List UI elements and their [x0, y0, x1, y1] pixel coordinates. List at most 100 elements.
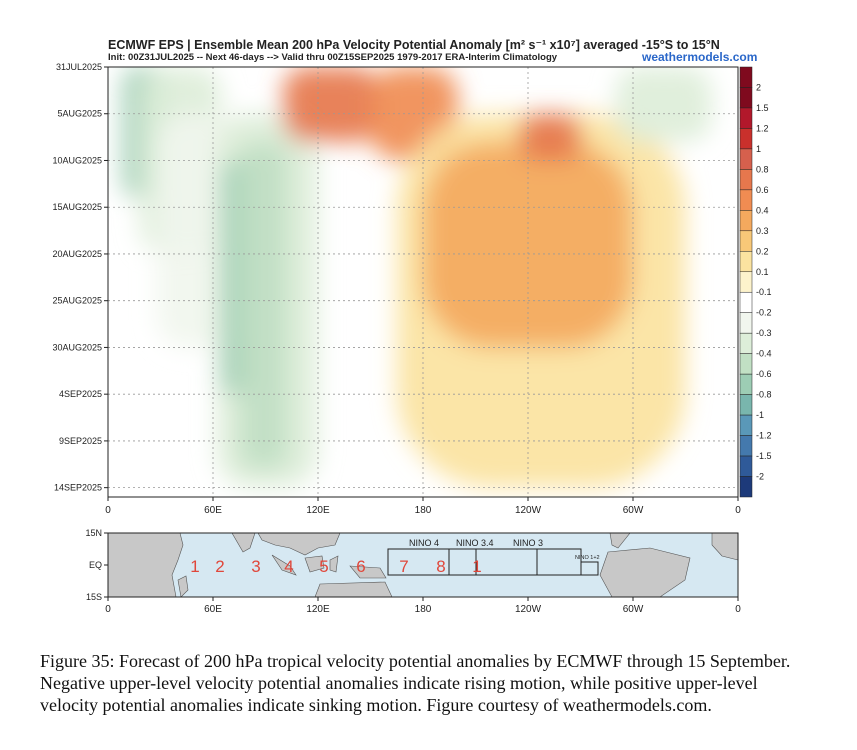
colorbar-label: -1 [756, 410, 764, 420]
colorbar-label: -2 [756, 472, 764, 482]
colorbar: 2 1.5 1.2 1 0.8 0.6 0.4 0.3 0.2 0.1 -0.1 -0.2 -0.3 -0… [739, 66, 772, 498]
y-tick-label: 10AUG2025 [52, 155, 102, 165]
colorbar-segment [739, 148, 753, 170]
nino34-label: NINO 3.4 [456, 538, 494, 548]
colorbar-segment [739, 332, 753, 354]
map-x-tick-label: 120E [306, 604, 330, 615]
colorbar-segment [739, 414, 753, 436]
south-america-landmass [599, 547, 691, 598]
region-number: 2 [215, 557, 224, 576]
nino4-label: NINO 4 [409, 538, 439, 548]
borneo-landmass [304, 555, 325, 573]
chart-subtitle: Init: 00Z31JUL2025 -- Next 46-days --> V… [108, 52, 558, 63]
new-guinea-landmass [349, 565, 387, 579]
colorbar-label: -0.6 [756, 369, 772, 379]
colorbar-label: 0.3 [756, 226, 769, 236]
colorbar-segment [739, 455, 753, 477]
colorbar-label: 1 [756, 144, 761, 154]
colorbar-label: -0.4 [756, 349, 772, 359]
colorbar-label: 0.2 [756, 246, 769, 256]
region-number: 1 [472, 557, 481, 576]
anomaly-region-7 [283, 67, 380, 142]
y-tick-label: 14SEP2025 [54, 483, 102, 493]
region-number: 4 [284, 557, 293, 576]
y-tick-label: 15AUG2025 [52, 202, 102, 212]
map-x-tick-label: 60W [623, 604, 644, 615]
colorbar-segment [739, 251, 753, 273]
region-number: 8 [436, 557, 445, 576]
nino3-label: NINO 3 [513, 538, 543, 548]
colorbar-label: -1.5 [756, 451, 772, 461]
colorbar-segment [739, 394, 753, 416]
map-x-tick-label: 0 [105, 604, 111, 615]
region-number: 1 [190, 557, 199, 576]
y-tick-label: 20AUG2025 [52, 249, 102, 259]
australia-landmass [314, 581, 393, 598]
y-tick-label: 25AUG2025 [52, 296, 102, 306]
x-tick-label: 180 [415, 505, 432, 516]
colorbar-segment [739, 291, 753, 313]
x-tick-label: 120W [515, 505, 542, 516]
y-tick-label: 5AUG2025 [57, 109, 102, 119]
colorbar-label: -0.2 [756, 308, 772, 318]
x-tick-label: 60W [623, 505, 644, 516]
colorbar-segment [739, 373, 753, 395]
lat-tick-label: EQ [89, 560, 102, 570]
x-axis: 0 60E 120E 180 120W 60W 0 [105, 497, 741, 516]
chart-title: ECMWF EPS | Ensemble Mean 200 hPa Veloci… [108, 38, 720, 52]
y-tick-label: 9SEP2025 [59, 436, 102, 446]
anomaly-region-11 [519, 113, 581, 161]
colorbar-segment [739, 107, 753, 129]
africa-landmass [107, 532, 184, 598]
map-x-tick-label: 0 [735, 604, 741, 615]
region-number: 6 [356, 557, 365, 576]
region-number: 7 [399, 557, 408, 576]
colorbar-segment [739, 353, 753, 375]
colorbar-segment [739, 210, 753, 232]
colorbar-label: 0.4 [756, 205, 769, 215]
colorbar-segment [739, 87, 753, 109]
y-tick-label: 30AUG2025 [52, 342, 102, 352]
colorbar-label: 0.1 [756, 267, 769, 277]
colorbar-segment [739, 128, 753, 150]
asia-landmass [257, 532, 341, 556]
colorbar-label: 0.6 [756, 185, 769, 195]
colorbar-segment [739, 312, 753, 334]
y-tick-label: 31JUL2025 [56, 62, 102, 72]
colorbar-segment [739, 476, 753, 498]
map-x-tick-label: 120W [515, 604, 542, 615]
colorbar-label: 1.5 [756, 103, 769, 113]
y-axis: 31JUL2025 5AUG2025 10AUG2025 15AUG2025 20AUG… [52, 62, 108, 493]
colorbar-label: 1.2 [756, 123, 769, 133]
colorbar-segment [739, 271, 753, 293]
x-tick-label: 60E [204, 505, 222, 516]
colorbar-segment [739, 435, 753, 457]
anomaly-region-12 [615, 67, 712, 142]
nino12-box [580, 561, 599, 576]
colorbar-segment [739, 66, 753, 88]
colorbar-label: -0.1 [756, 287, 772, 297]
y-tick-label: 4SEP2025 [59, 389, 102, 399]
colorbar-segment [739, 189, 753, 211]
anomaly-region-6 [239, 141, 289, 469]
region-number: 5 [319, 557, 328, 576]
map-x-tick-label: 180 [415, 604, 432, 615]
lat-tick-label: 15S [86, 592, 102, 602]
madagascar-landmass [177, 575, 189, 598]
colorbar-label: 2 [756, 82, 761, 92]
region-number: 3 [251, 557, 260, 576]
brand-link[interactable]: weathermodels.com [642, 50, 758, 64]
figure-caption: Figure 35: Forecast of 200 hPa tropical … [40, 651, 791, 715]
lat-tick-label: 15N [85, 528, 102, 538]
colorbar-label: -1.2 [756, 431, 772, 441]
hovmoller-grid [108, 67, 738, 497]
colorbar-label: -0.8 [756, 390, 772, 400]
colorbar-label: -0.3 [756, 328, 772, 338]
nino12-label: NINO 1+2 [575, 555, 600, 561]
map-x-tick-label: 60E [204, 604, 222, 615]
sulawesi-landmass [329, 555, 339, 573]
x-tick-label: 120E [306, 505, 330, 516]
anomaly-region-10 [423, 141, 633, 348]
